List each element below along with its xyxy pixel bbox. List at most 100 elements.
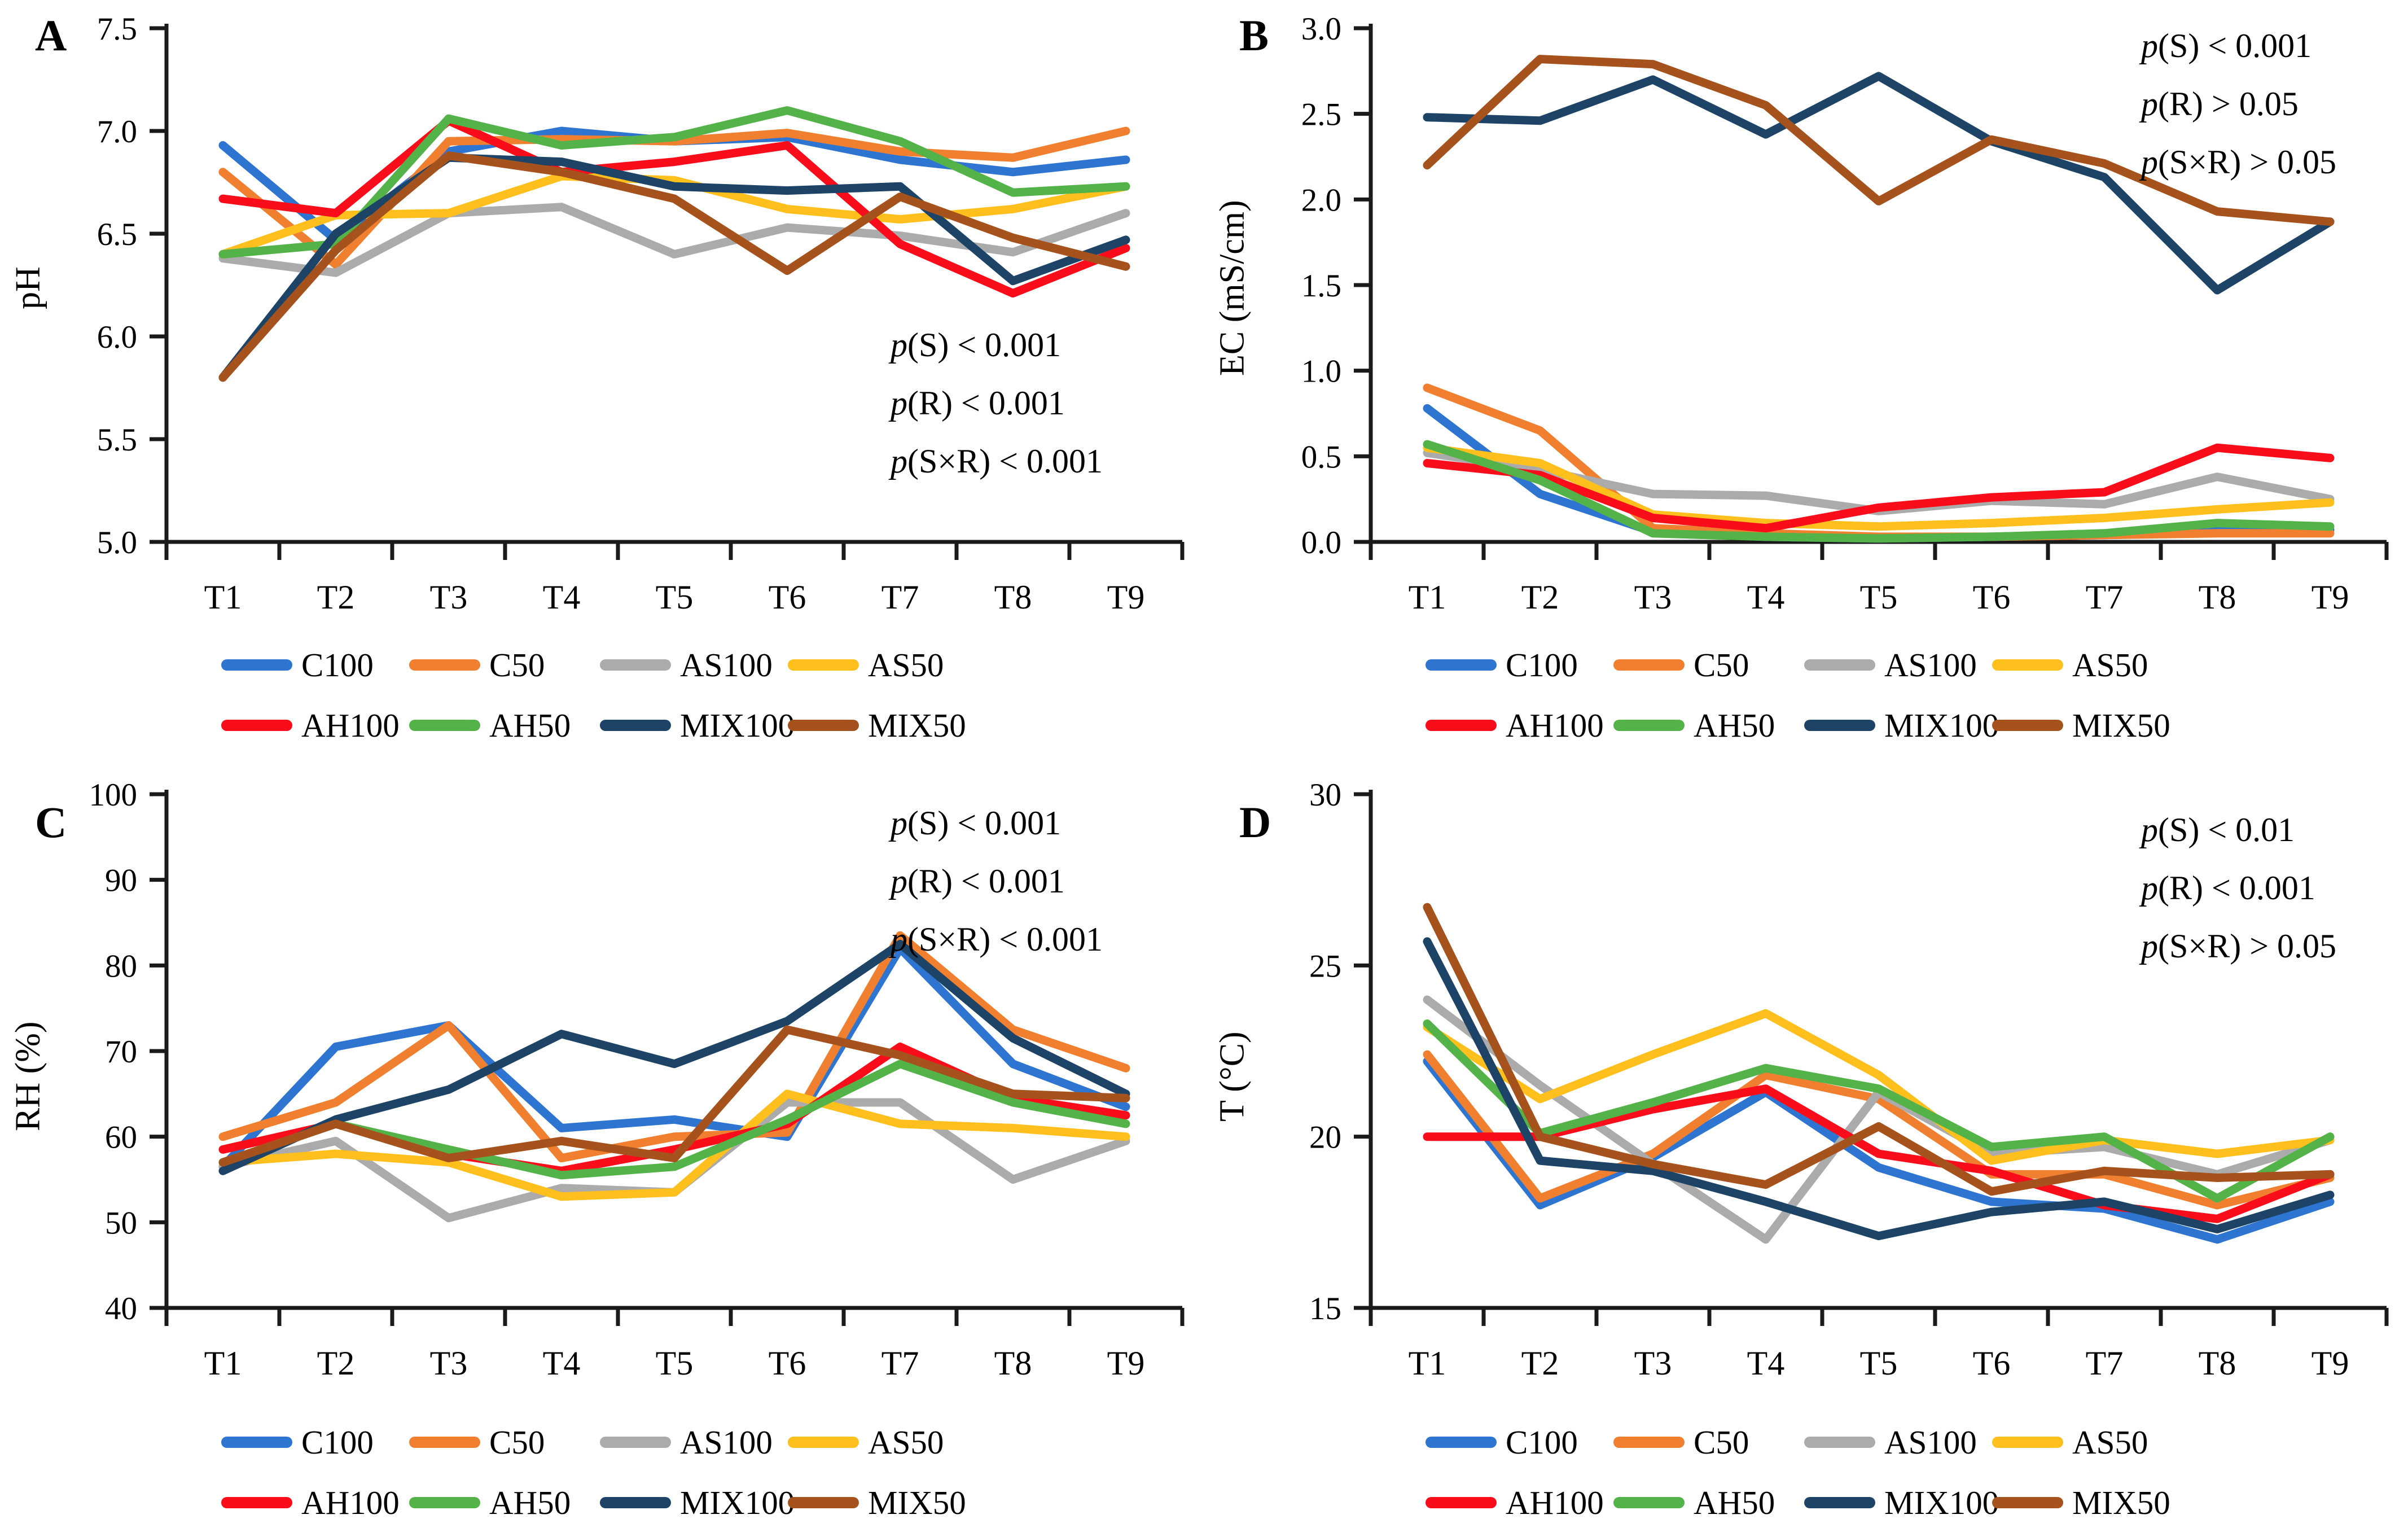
x-tick-label: T1 (204, 579, 242, 616)
legend-item-C50: C50 (409, 646, 545, 684)
pvalue-line: p(R) < 0.001 (2141, 859, 2336, 917)
legend-label-AH100: AH100 (1506, 1483, 1604, 1521)
legend-label-MIX100: MIX100 (1884, 1483, 1999, 1521)
legend-label-C100: C100 (1506, 646, 1578, 684)
y-tick-label: 15 (1309, 1291, 1341, 1327)
legend-swatch-MIX100 (1804, 1497, 1875, 1508)
line-chart-temperature: 30 25 20 15 T1 T2 T3 T4 T5 T6 T7 T8 T9 (1309, 777, 2389, 1382)
pvalue-line: p(R) < 0.001 (891, 852, 1103, 911)
legend-item-AH100: AH100 (1425, 707, 1604, 744)
pvalue-text: (S×R) < 0.001 (907, 443, 1103, 480)
x-tick-label: T5 (656, 579, 694, 616)
pvalue-symbol: p (891, 326, 907, 364)
legend-swatch-C50 (409, 1437, 480, 1448)
panel-a-ph: A pH 7.5 7.0 6.5 6.0 5.5 5.0 T1 T2 T3 T4 T5 T6 T7 T8 T… (0, 0, 1204, 766)
line-chart-rh: 100 90 80 70 60 50 40 T1 T2 T3 T4 T5 T6 T7 T8 T9 (89, 777, 1185, 1382)
series-line-MIX50 (1423, 55, 2335, 226)
legend-swatch-AS50 (788, 659, 859, 671)
legend-label-AS50: AS50 (868, 646, 944, 684)
legend-swatch-AS50 (1992, 1437, 2063, 1448)
chart-legend: C100 C50 AS100 AS50 AH100 AH50 MIX100 MIX50 (0, 646, 1204, 749)
legend-label-MIX100: MIX100 (680, 1483, 795, 1521)
legend-label-AS100: AS100 (680, 646, 773, 684)
legend-swatch-C50 (1613, 659, 1685, 671)
legend-item-C100: C100 (1425, 1424, 1578, 1461)
panel-b-ec: B EC (mS/cm) 3.0 2.5 2.0 1.5 1.0 0.5 0.0 T1 T2 T3… (1204, 0, 2408, 766)
legend-label-AH50: AH50 (1694, 1483, 1775, 1521)
pvalue-text: (S×R) > 0.05 (2158, 143, 2337, 181)
legend-swatch-C100 (221, 659, 292, 671)
x-tick-label: T2 (317, 579, 355, 616)
line-chart-ec: 3.0 2.5 2.0 1.5 1.0 0.5 0.0 T1 T2 T3 T4 T5 T6 T7 T8 T9 (1301, 11, 2389, 616)
y-tick-label: 40 (105, 1291, 137, 1327)
panel-c-rh: C RH (%) 100 90 80 70 60 50 40 T1 T2 T3 T4 T5 T6 T7 T8… (0, 766, 1204, 1532)
legend-label-AH100: AH100 (301, 706, 400, 744)
pvalue-line: p(S×R) > 0.05 (2141, 917, 2336, 975)
legend-label-AS50: AS50 (2072, 1423, 2148, 1461)
legend-item-C50: C50 (1613, 646, 1749, 684)
legend-label-C100: C100 (1506, 1423, 1578, 1461)
legend-item-AS100: AS100 (1804, 646, 1977, 684)
legend-item-AS50: AS50 (1992, 646, 2148, 684)
x-tick-label: T9 (1107, 579, 1145, 616)
pvalue-symbol: p (2141, 27, 2158, 64)
y-tick-label: 2.0 (1301, 182, 1341, 218)
legend-item-AS50: AS50 (788, 646, 944, 684)
legend-swatch-C100 (1425, 1437, 1497, 1448)
legend-item-C50: C50 (1613, 1424, 1749, 1461)
pvalue-text: (S×R) < 0.001 (907, 921, 1103, 958)
pvalue-text: (R) < 0.001 (907, 384, 1065, 422)
legend-label-C50: C50 (489, 646, 545, 684)
legend-swatch-C100 (1425, 659, 1497, 671)
legend-item-AS100: AS100 (600, 646, 773, 684)
legend-label-AH100: AH100 (1506, 706, 1604, 744)
x-tick-label: T7 (881, 1345, 919, 1382)
pvalue-text: (S) < 0.001 (2158, 27, 2312, 64)
legend-item-AS100: AS100 (1804, 1424, 1977, 1461)
x-tick-label: T2 (1521, 1345, 1559, 1382)
x-tick-label: T9 (2311, 1345, 2349, 1382)
x-tick-label: T3 (1634, 1345, 1672, 1382)
x-tick-label: T8 (994, 579, 1032, 616)
legend-item-C50: C50 (409, 1424, 545, 1461)
pvalue-line: p(S) < 0.001 (2141, 17, 2336, 75)
x-tick-label: T5 (1860, 1345, 1898, 1382)
legend-label-AH100: AH100 (301, 1483, 400, 1521)
legend-item-AH100: AH100 (221, 707, 400, 744)
panel-letter-c: C (35, 798, 67, 847)
legend-item-AS50: AS50 (1992, 1424, 2148, 1461)
series-line-AH100 (218, 116, 1130, 298)
legend-swatch-AH50 (409, 720, 480, 731)
pvalue-symbol: p (891, 921, 907, 958)
y-tick-label: 90 (105, 863, 137, 899)
x-tick-label: T7 (881, 579, 919, 616)
legend-item-AH50: AH50 (409, 1484, 571, 1521)
legend-label-AH50: AH50 (489, 1483, 571, 1521)
legend-item-AS50: AS50 (788, 1424, 944, 1461)
pvalue-line: p(S×R) < 0.001 (891, 911, 1103, 969)
legend-item-AH100: AH100 (1425, 1484, 1604, 1521)
pvalue-symbol: p (2141, 927, 2158, 965)
line-chart-ph: 7.5 7.0 6.5 6.0 5.5 5.0 T1 T2 T3 T4 T5 T6 T7 T8 T9 (97, 11, 1185, 616)
pvalue-text: (S) < 0.001 (907, 326, 1062, 364)
legend-label-AS100: AS100 (680, 1423, 773, 1461)
pvalue-symbol: p (2141, 811, 2158, 848)
legend-swatch-AH100 (1425, 1497, 1497, 1508)
legend-label-AS100: AS100 (1884, 1423, 1977, 1461)
y-tick-label: 20 (1309, 1120, 1341, 1155)
series-line-MIX100 (1423, 937, 2335, 1241)
legend-swatch-AS100 (600, 1437, 671, 1448)
legend-label-AH50: AH50 (489, 706, 571, 744)
pvalue-line: p(R) > 0.05 (2141, 75, 2336, 133)
legend-item-AH50: AH50 (409, 707, 571, 744)
series-line-MIX100 (1423, 72, 2335, 295)
pvalue-line: p(S) < 0.01 (2141, 801, 2336, 859)
x-tick-label: T6 (769, 579, 806, 616)
panel-letter-b: B (1239, 11, 1269, 60)
legend-swatch-AH50 (1613, 720, 1685, 731)
pvalue-text: (R) > 0.05 (2158, 85, 2299, 122)
legend-item-C100: C100 (221, 646, 374, 684)
x-tick-label: T1 (1409, 1345, 1446, 1382)
series-line-MIX50 (218, 1025, 1130, 1167)
legend-label-MIX100: MIX100 (680, 706, 795, 744)
